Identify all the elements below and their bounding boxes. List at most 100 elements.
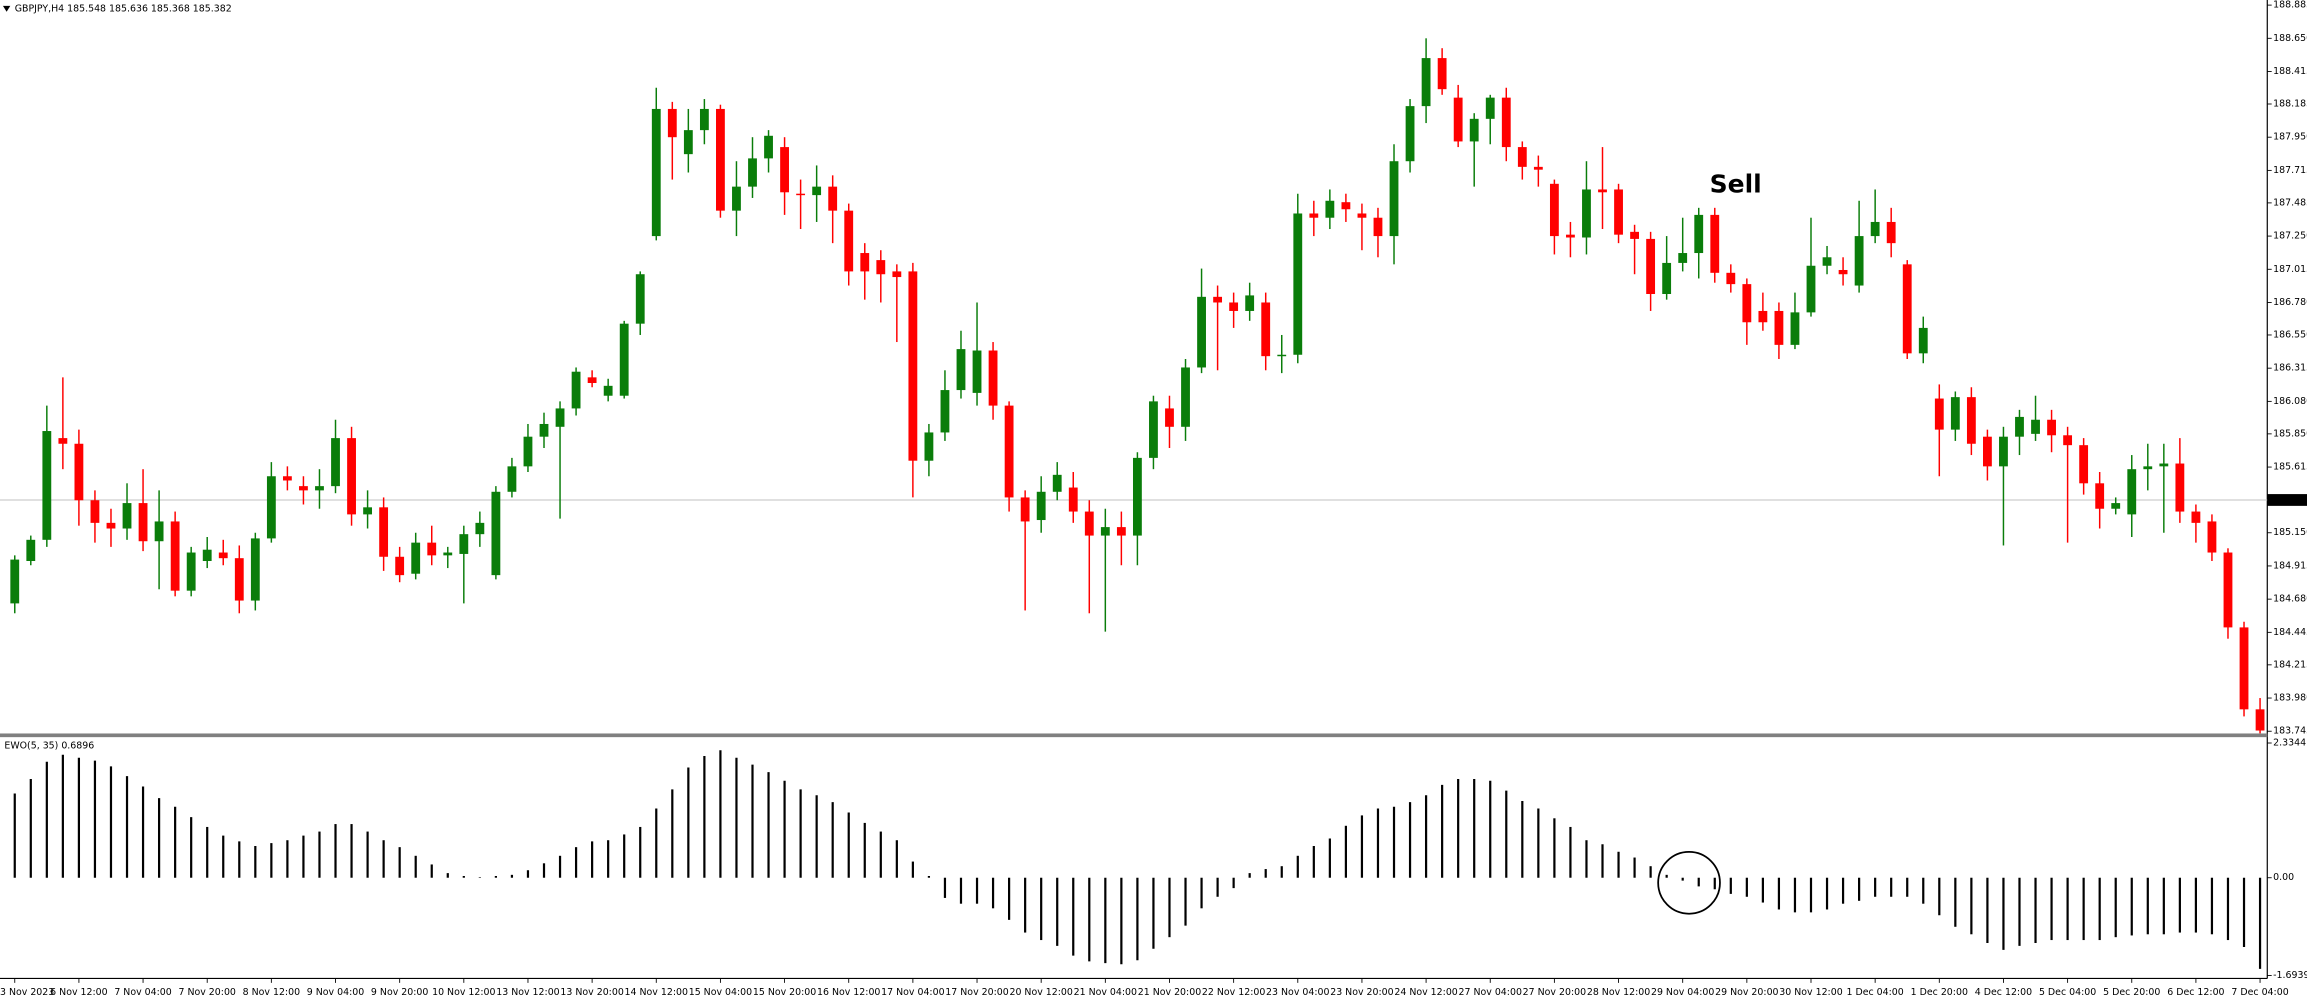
candle-body [2095, 483, 2105, 509]
x-tick-label: 30 Nov 12:00 [1779, 987, 1842, 997]
candle-body [1325, 200, 1335, 218]
candle-body [2239, 627, 2249, 710]
candle-body [523, 436, 533, 467]
candle-body [1582, 189, 1591, 238]
candle-body [2191, 511, 2201, 523]
y-tick-label: 188.885 [2273, 0, 2307, 11]
candle-body [1950, 397, 1960, 430]
y-tick-label: 187.485 [2273, 197, 2307, 208]
x-tick-label: 8 Nov 12:00 [243, 987, 300, 997]
y-tick-label: 184.915 [2273, 560, 2307, 571]
x-tick-label: 27 Nov 04:00 [1459, 987, 1522, 997]
candle-body [1421, 58, 1431, 107]
y-tick-label: 186.550 [2273, 329, 2307, 340]
candle-body [1004, 405, 1014, 498]
candle-body [780, 147, 789, 193]
candle-body [1501, 97, 1511, 148]
candle-body [1293, 213, 1303, 355]
candle-body [74, 443, 84, 501]
candle-body [860, 253, 870, 272]
candle-body [315, 486, 324, 491]
candle-body [1341, 202, 1351, 210]
candle-body [1229, 302, 1239, 311]
y-tick-label: 187.250 [2273, 231, 2307, 242]
y-tick-label: 0.00 [2273, 872, 2294, 883]
x-tick-label: 28 Nov 12:00 [1587, 987, 1650, 997]
candle-body [1517, 147, 1527, 167]
candle-body [1838, 269, 1848, 275]
candle-body [539, 423, 549, 437]
candle-body [1036, 491, 1046, 521]
candle-body [1918, 327, 1928, 354]
candle-body [716, 108, 725, 211]
candle-body [571, 371, 581, 409]
candle-body [796, 193, 806, 196]
candle-body [266, 476, 276, 539]
candle-body [1549, 183, 1559, 237]
candle-body [1068, 487, 1078, 512]
candle-body [154, 521, 164, 542]
x-tick-label: 23 Nov 20:00 [1330, 987, 1393, 997]
candle-body [876, 260, 886, 275]
candle-body [1309, 213, 1319, 218]
x-tick-label: 9 Nov 20:00 [371, 987, 428, 997]
y-tick-label: 186.780 [2273, 297, 2307, 308]
candle-body [1886, 221, 1896, 244]
candle-body [1469, 118, 1479, 142]
candle-body [507, 466, 517, 492]
candle-body [683, 130, 693, 155]
candle-body [1678, 253, 1688, 263]
chart-title: GBPJPY,H4 185.548 185.636 185.368 185.38… [15, 3, 232, 14]
x-tick-label: 6 Dec 12:00 [2167, 987, 2224, 997]
x-tick-label: 5 Dec 20:00 [2103, 987, 2160, 997]
candle-body [1084, 511, 1094, 536]
x-tick-label: 13 Nov 12:00 [496, 987, 559, 997]
candle-body [587, 377, 597, 384]
candle-body [395, 556, 405, 576]
candle-body [42, 431, 52, 540]
x-tick-label: 15 Nov 20:00 [753, 987, 816, 997]
candle-body [651, 108, 661, 237]
candle-body [299, 486, 308, 491]
candle-body [2127, 469, 2137, 515]
candle-body [1261, 302, 1271, 357]
candle-body [940, 390, 950, 433]
candle-body [2255, 709, 2265, 731]
candle-body [1389, 161, 1399, 237]
x-tick-label: 6 Nov 12:00 [50, 987, 107, 997]
candle-body [972, 350, 982, 393]
candle-body [202, 549, 212, 562]
candle-body [1165, 408, 1174, 427]
candle-body [459, 534, 469, 554]
candle-body [1902, 264, 1912, 354]
x-tick-label: 10 Nov 12:00 [432, 987, 495, 997]
candle-body [10, 559, 20, 604]
candle-body [892, 271, 902, 278]
candle-body [138, 503, 148, 542]
candle-body [1405, 106, 1415, 162]
x-tick-label: 3 Nov 2023 [0, 987, 54, 997]
candle-body [186, 552, 196, 591]
candle-body [122, 503, 132, 529]
candle-body [1710, 214, 1720, 273]
y-tick-label: 186.080 [2273, 396, 2307, 407]
y-tick-label: 185.850 [2273, 428, 2307, 439]
candle-body [411, 542, 421, 574]
candle-body [1646, 238, 1656, 295]
candle-body [1373, 217, 1383, 237]
y-tick-label: 184.215 [2273, 659, 2307, 670]
candle-body [844, 210, 854, 272]
y-tick-label: 2.3344 [2273, 738, 2306, 749]
candle-body [58, 438, 68, 444]
candle-body [812, 186, 822, 196]
candle-body [2143, 466, 2153, 470]
y-tick-label: 183.745 [2273, 726, 2307, 737]
candle-body [1694, 214, 1704, 254]
x-tick-label: 27 Nov 20:00 [1523, 987, 1586, 997]
candle-body [1870, 221, 1880, 237]
candle-body [1181, 367, 1190, 427]
candle-body [764, 135, 773, 159]
current-price-label: 185.382 [2270, 494, 2307, 505]
